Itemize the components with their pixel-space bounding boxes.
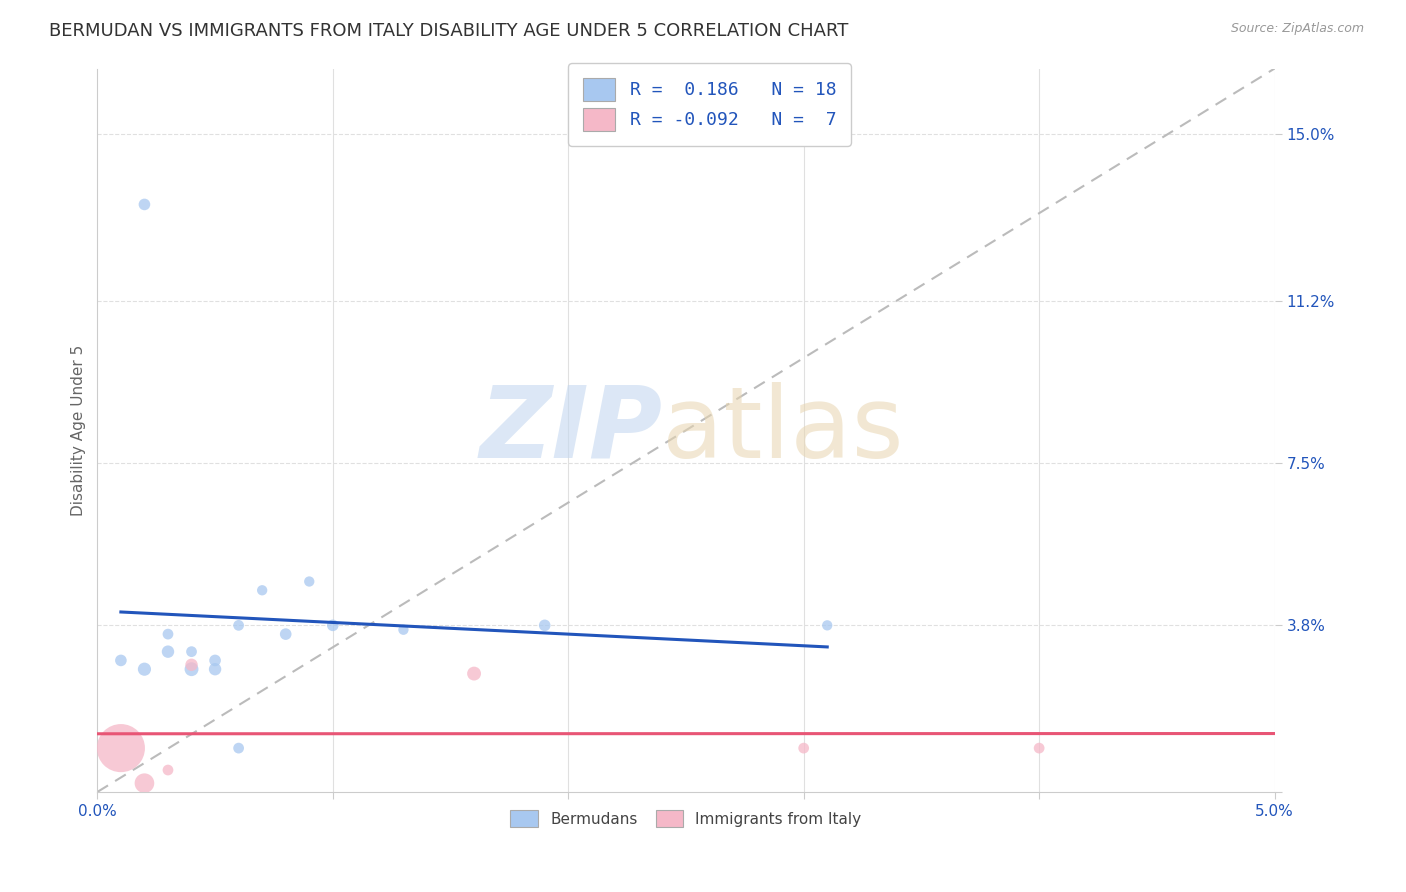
Point [793,741,815,756]
Point [110,741,132,756]
Point [392,623,415,637]
Point [250,583,273,598]
Text: atlas: atlas [662,382,904,479]
Text: ZIP: ZIP [479,382,662,479]
Point [180,657,202,672]
Point [134,197,156,211]
Point [1028,741,1050,756]
Point [228,618,250,632]
Point [204,653,226,667]
Point [274,627,297,641]
Point [463,666,485,681]
Point [180,645,202,659]
Point [815,618,838,632]
Point [156,763,179,777]
Point [533,618,555,632]
Point [180,662,202,676]
Point [110,653,132,667]
Point [228,741,250,756]
Text: BERMUDAN VS IMMIGRANTS FROM ITALY DISABILITY AGE UNDER 5 CORRELATION CHART: BERMUDAN VS IMMIGRANTS FROM ITALY DISABI… [49,22,849,40]
Point [134,662,156,676]
Point [204,662,226,676]
Point [156,627,179,641]
Point [134,776,156,790]
Y-axis label: Disability Age Under 5: Disability Age Under 5 [72,344,86,516]
Point [156,645,179,659]
Point [298,574,321,589]
Legend: Bermudans, Immigrants from Italy: Bermudans, Immigrants from Italy [503,802,869,835]
Point [322,618,344,632]
Text: Source: ZipAtlas.com: Source: ZipAtlas.com [1230,22,1364,36]
